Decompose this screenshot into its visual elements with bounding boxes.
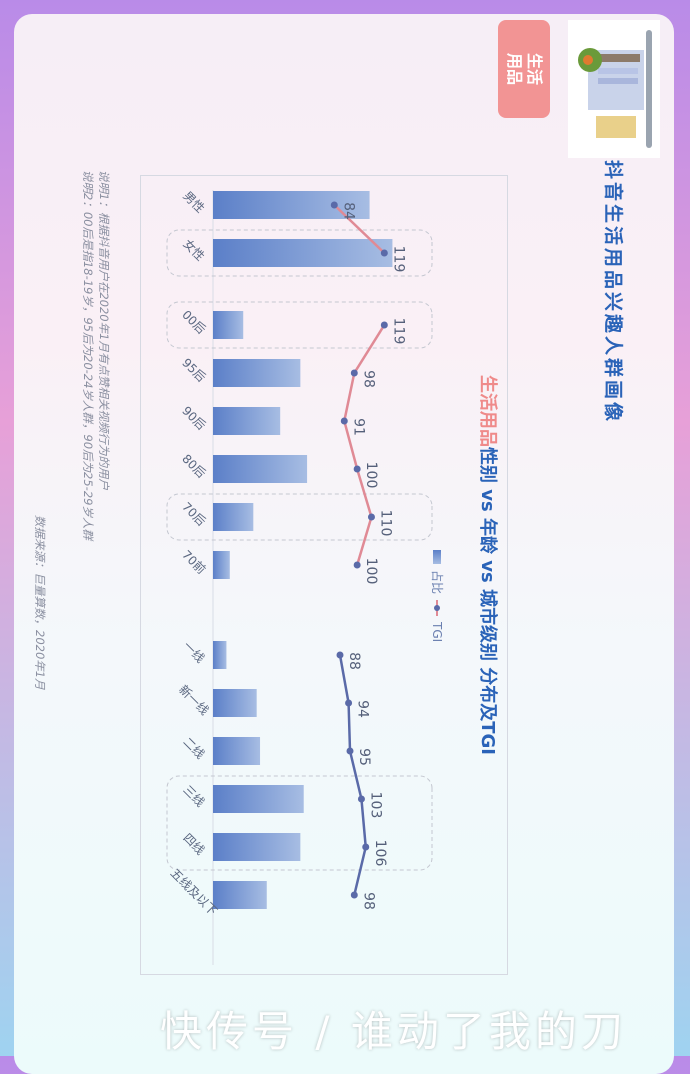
bar-五线及以下 [213, 881, 267, 909]
highlight-box-三线 [166, 775, 433, 871]
tick-label-一线: 一线 [180, 639, 207, 666]
highlight-box-70后 [166, 493, 433, 541]
tgi-label-80后: 100 [363, 462, 379, 489]
tick-label-四线: 四线 [180, 831, 207, 858]
tgi-point-三线 [357, 795, 365, 803]
tgi-line-age [343, 324, 386, 566]
tick-label-90后: 90后 [179, 404, 208, 433]
tick-label-五线及以下: 五线及以下 [168, 866, 220, 918]
note-2: 说明2：00后是指18-19岁，95后为20-24岁人群，90后为25-29岁人… [81, 170, 95, 540]
tick-label-三线: 三线 [180, 783, 207, 810]
dish-rack-icon [578, 30, 652, 148]
bar-四线 [212, 833, 301, 861]
tgi-label-70后: 110 [377, 510, 393, 537]
tick-label-女性: 女性 [180, 236, 208, 264]
tgi-label-00后: 119 [390, 318, 406, 345]
tgi-point-男性 [330, 201, 338, 209]
note-1: 说明1：根据抖音用户在2020年1月有点赞相关视频行为的用户 [97, 170, 111, 490]
tick-label-70前: 70前 [179, 547, 209, 577]
bar-新一线 [212, 689, 257, 717]
bar-一线 [213, 641, 227, 669]
tgi-label-一线: 88 [346, 652, 362, 670]
tick-label-00后: 00后 [179, 308, 208, 337]
tick-label-男性: 男性 [180, 189, 207, 216]
tgi-label-二线: 95 [356, 748, 372, 766]
tgi-label-90后: 91 [350, 418, 366, 436]
tgi-point-00后 [380, 321, 388, 329]
tgi-point-五线及以下 [350, 891, 358, 899]
highlight-box-女性 [166, 229, 433, 277]
tgi-label-五线及以下: 98 [360, 892, 376, 910]
tick-label-95后: 95后 [179, 356, 208, 385]
tgi-line-gender [333, 204, 386, 254]
tgi-point-70后 [367, 513, 375, 521]
bar-70前 [212, 551, 230, 579]
tgi-point-90后 [340, 417, 348, 425]
tgi-point-新一线 [345, 699, 353, 707]
tgi-point-四线 [362, 843, 370, 851]
tgi-label-70前: 100 [363, 558, 379, 585]
tgi-point-70前 [353, 561, 361, 569]
tgi-point-一线 [336, 651, 344, 659]
bar-70后 [213, 503, 254, 531]
tgi-label-四线: 106 [372, 840, 388, 867]
tick-label-80后: 80后 [179, 452, 208, 481]
bar-80后 [212, 455, 308, 483]
tgi-line-city [338, 654, 368, 896]
tick-label-新一线: 新一线 [176, 682, 212, 718]
tgi-point-二线 [346, 747, 354, 755]
bar-三线 [213, 785, 304, 813]
product-thumbnail [568, 20, 660, 158]
tgi-point-女性 [380, 249, 388, 257]
tgi-label-三线: 103 [367, 792, 383, 819]
tgi-label-男性: 84 [340, 202, 356, 220]
data-source: 数据来源：巨量算数，2020年1月 [33, 515, 47, 690]
highlight-box-00后 [166, 301, 433, 349]
tgi-point-80后 [353, 465, 361, 473]
tgi-label-新一线: 94 [355, 700, 371, 718]
bar-女性 [213, 239, 393, 267]
tgi-label-95后: 98 [360, 370, 376, 388]
tgi-point-95后 [350, 369, 358, 377]
tgi-label-女性: 119 [390, 246, 406, 273]
notes: 说明1：根据抖音用户在2020年1月有点赞相关视频行为的用户 说明2：00后是指… [80, 170, 112, 540]
bar-00后 [212, 311, 244, 339]
watermark: 快传号 / 谁动了我的刀 [160, 1007, 627, 1056]
bar-95后 [212, 359, 301, 387]
bar-90后 [213, 407, 281, 435]
tick-label-70后: 70后 [179, 500, 208, 529]
bar-二线 [213, 737, 261, 765]
tick-label-二线: 二线 [180, 735, 207, 762]
bar-男性 [212, 191, 370, 219]
